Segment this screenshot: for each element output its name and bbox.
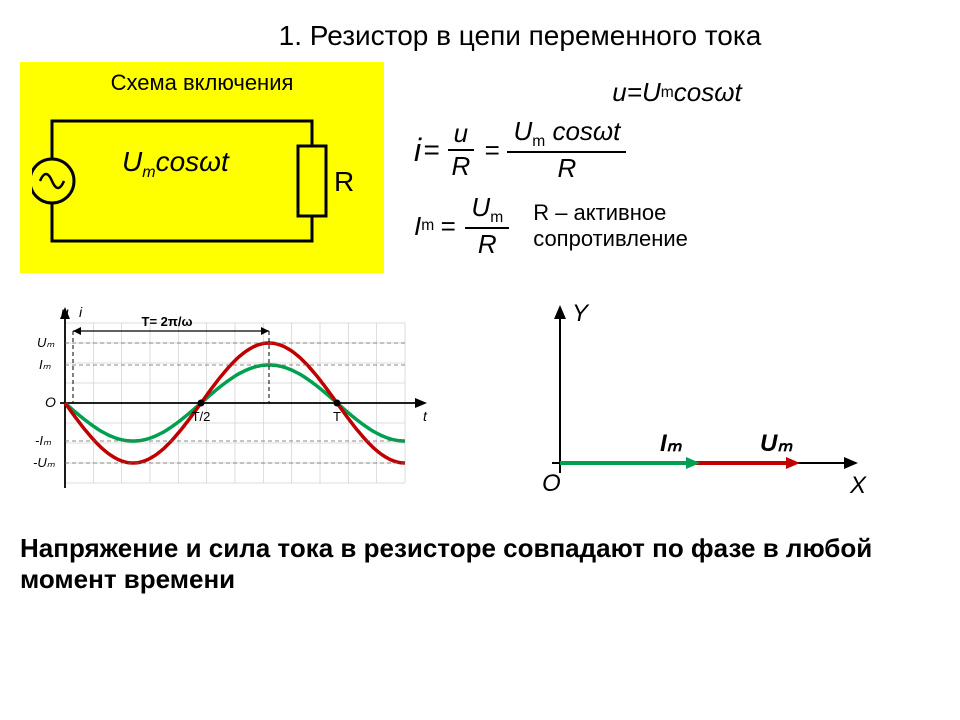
circuit-label: Схема включения <box>32 70 372 96</box>
svg-text:-Uₘ: -Uₘ <box>33 455 56 470</box>
formula-u: u=Umcosωt <box>414 77 940 108</box>
top-section: Схема включения Umcosωt R u=Umcosωt i = u… <box>20 62 940 273</box>
page-title: 1. Резистор в цепи переменного тока <box>100 20 940 52</box>
svg-text:T/2: T/2 <box>192 409 211 424</box>
resistance-note: R – активное сопротивление <box>533 200 688 253</box>
svg-text:T: T <box>333 409 341 424</box>
formula-Im: Im = UmR R – активное сопротивление <box>414 192 940 260</box>
svg-text:t: t <box>423 408 428 424</box>
svg-text:T= 2π/ω: T= 2π/ω <box>142 314 193 329</box>
svg-text:O: O <box>45 394 56 410</box>
formula-i: i = uR = Um cosωtR <box>414 116 940 184</box>
formulas-block: u=Umcosωt i = uR = Um cosωtR Im = UmR R … <box>414 62 940 273</box>
svg-text:-Iₘ: -Iₘ <box>35 433 52 448</box>
circuit-diagram: Umcosωt R <box>32 101 362 261</box>
svg-text:R: R <box>334 166 354 197</box>
svg-text:X: X <box>849 472 867 499</box>
svg-text:Uₘ: Uₘ <box>37 335 55 350</box>
svg-text:Uₘ: Uₘ <box>760 430 793 457</box>
svg-text:Umcosωt: Umcosωt <box>122 146 230 181</box>
svg-text:u: u <box>61 304 69 320</box>
bottom-section: T= 2π/ω Uₘ Iₘ O -Iₘ -Uₘ ui T/2 Tt Y X O Iₘ Uₘ <box>20 293 940 518</box>
conclusion-text: Напряжение и сила тока в резисторе совпа… <box>20 533 940 595</box>
svg-text:Iₘ: Iₘ <box>660 430 683 457</box>
wave-chart: T= 2π/ω Uₘ Iₘ O -Iₘ -Uₘ ui T/2 Tt <box>20 293 460 518</box>
svg-text:i: i <box>79 304 83 320</box>
svg-text:O: O <box>542 470 561 497</box>
circuit-block: Схема включения Umcosωt R <box>20 62 384 273</box>
svg-text:Iₘ: Iₘ <box>39 357 52 372</box>
svg-text:Y: Y <box>572 300 590 327</box>
phasor-chart: Y X O Iₘ Uₘ <box>500 293 940 518</box>
